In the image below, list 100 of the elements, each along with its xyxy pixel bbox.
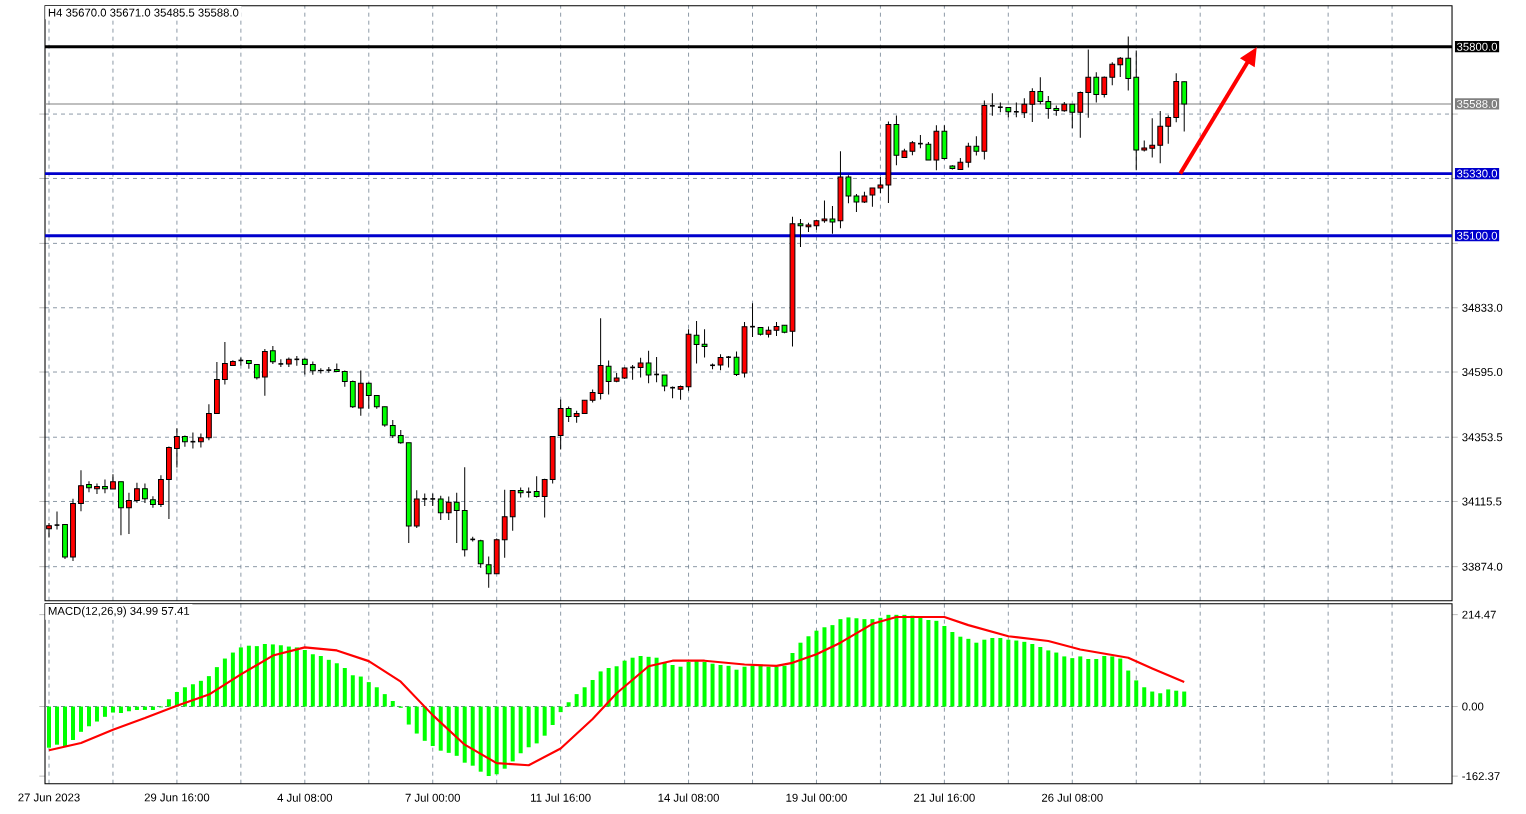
bar (1142, 687, 1147, 707)
x-tick-label: 4 Jul 08:00 (277, 793, 333, 802)
chart-title: MACD(12,26,9) 34.99 57.41 (48, 606, 190, 618)
bar (262, 644, 267, 707)
x-tick-label: 19 Jul 00:00 (786, 793, 847, 802)
candlestick (445, 496, 452, 521)
bar (918, 617, 923, 707)
bar (694, 661, 699, 707)
bar (614, 666, 619, 707)
x-tick-label: 11 Jul 16:00 (531, 793, 591, 802)
bar (518, 706, 523, 754)
bar (718, 665, 723, 707)
bar (486, 706, 491, 777)
candlestick (973, 136, 980, 157)
candlestick (53, 511, 61, 531)
y-tick-label: 34353.5 (1462, 433, 1503, 442)
bar (118, 706, 123, 714)
bar (846, 617, 851, 707)
bar (1110, 656, 1115, 707)
bar (1006, 639, 1011, 707)
candlestick (86, 481, 92, 493)
candlestick (1165, 114, 1172, 145)
candlestick (182, 435, 188, 448)
x-tick-label: 14 Jul 08:00 (658, 793, 719, 802)
bar (974, 642, 979, 707)
candlestick (501, 489, 508, 559)
candlestick (701, 329, 708, 359)
bar (1070, 658, 1075, 707)
y-tick-label: 34833.0 (1462, 303, 1503, 312)
bar (950, 632, 955, 707)
bar (654, 657, 659, 707)
candlestick (1117, 56, 1124, 78)
bar (662, 662, 667, 707)
candlestick (198, 433, 204, 449)
bar (1030, 644, 1035, 707)
bar (1134, 680, 1139, 707)
bar (294, 647, 299, 707)
bar (78, 706, 83, 732)
bar (1126, 670, 1131, 707)
candlestick (533, 475, 540, 499)
bar (958, 636, 963, 707)
candlestick (693, 320, 700, 365)
bar (638, 656, 643, 707)
x-tick-label: 27 Jun 2023 (18, 793, 80, 802)
candlestick (78, 469, 84, 512)
bar (510, 706, 515, 762)
bar (742, 666, 747, 707)
bar (198, 680, 203, 707)
bar (886, 614, 891, 707)
bar (838, 619, 843, 707)
candlestick (477, 539, 484, 569)
candlestick (637, 357, 644, 379)
bar (430, 706, 435, 747)
candlestick (365, 382, 372, 410)
bar (1014, 640, 1019, 707)
bar (1054, 652, 1059, 707)
bar (1150, 691, 1155, 707)
ref-line-label: 35588.0 (1457, 100, 1498, 109)
candlestick (437, 495, 444, 521)
bar (310, 654, 315, 707)
bar (670, 665, 675, 707)
bar (894, 614, 899, 707)
candlestick (1093, 72, 1100, 104)
bar (766, 666, 771, 707)
bar (358, 676, 363, 707)
bar (806, 636, 811, 707)
bar (998, 638, 1003, 707)
bar (534, 706, 539, 744)
candlestick (869, 187, 876, 208)
bar (990, 638, 995, 707)
candlestick (605, 360, 612, 396)
candlestick (1157, 110, 1164, 164)
bar (374, 687, 379, 707)
bar (342, 668, 347, 707)
x-tick-label: 7 Jul 00:00 (405, 793, 460, 802)
y-tick-label: 214.47 (1462, 610, 1496, 619)
bar (47, 706, 52, 748)
bar (1046, 650, 1051, 707)
y-tick-label: -162.37 (1462, 772, 1500, 781)
bar (86, 706, 91, 727)
bar (646, 656, 651, 707)
bar (286, 646, 291, 707)
candlestick (150, 495, 156, 509)
bar (278, 645, 283, 707)
bar (238, 647, 243, 707)
bar (726, 665, 731, 707)
bar (710, 663, 715, 707)
candlestick (1101, 76, 1108, 99)
bar (542, 706, 547, 736)
x-tick-label: 29 Jun 16:00 (144, 793, 210, 802)
bar (606, 668, 611, 707)
bar (1102, 656, 1107, 707)
bar (830, 625, 835, 707)
bar (982, 639, 987, 707)
bar (350, 675, 355, 707)
candlestick (965, 142, 972, 169)
candlestick (1109, 62, 1116, 86)
bar (622, 660, 627, 707)
bar (702, 662, 707, 707)
bar (934, 620, 939, 707)
